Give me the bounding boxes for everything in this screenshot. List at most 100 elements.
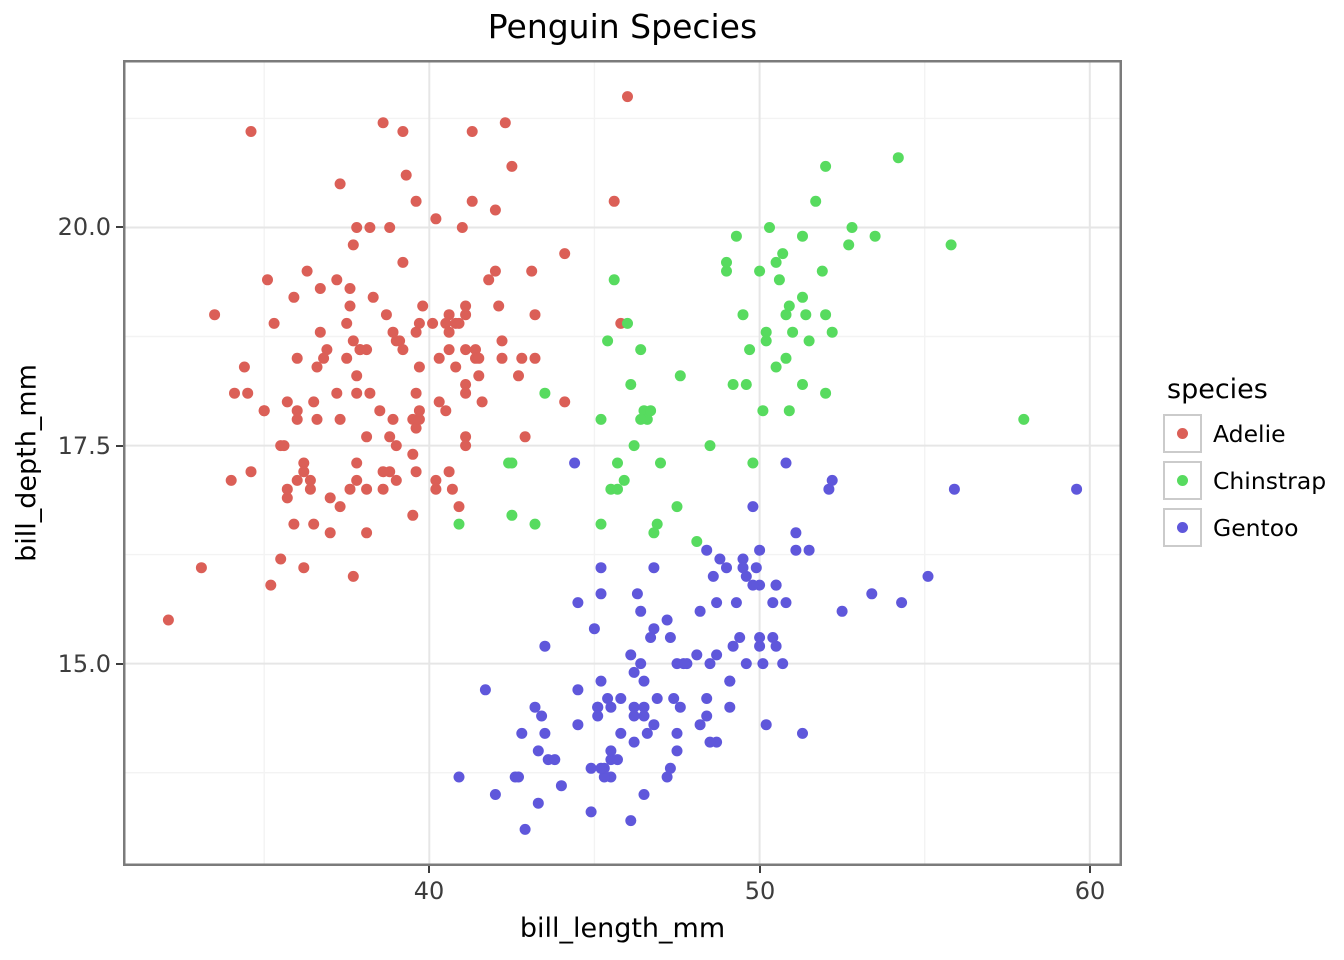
point-gentoo	[592, 701, 604, 713]
point-chinstrap	[770, 361, 782, 373]
point-adelie	[351, 387, 363, 399]
point-adelie	[354, 344, 366, 356]
point-adelie	[288, 518, 300, 530]
point-adelie	[344, 283, 356, 294]
point-chinstrap	[780, 352, 792, 364]
point-adelie	[301, 265, 313, 277]
point-adelie	[443, 466, 455, 478]
point-adelie	[410, 326, 422, 338]
point-gentoo	[694, 719, 706, 731]
point-gentoo	[777, 658, 789, 670]
point-chinstrap	[539, 387, 551, 399]
point-gentoo	[661, 614, 673, 626]
point-chinstrap	[797, 291, 808, 303]
point-gentoo	[539, 727, 551, 739]
legend-marker-icon	[1177, 428, 1188, 439]
point-adelie	[466, 195, 478, 207]
point-adelie	[450, 361, 462, 373]
point-adelie	[265, 579, 277, 591]
x-tick-mark	[759, 866, 761, 873]
legend-entry-adelie: Adelie	[1163, 414, 1326, 453]
point-adelie	[318, 352, 330, 364]
point-gentoo	[598, 771, 610, 783]
point-gentoo	[648, 562, 660, 574]
point-adelie	[430, 483, 442, 495]
point-adelie	[407, 509, 419, 521]
point-adelie	[513, 370, 524, 382]
point-adelie	[460, 344, 472, 356]
point-gentoo	[605, 701, 617, 713]
point-chinstrap	[800, 309, 812, 321]
point-adelie	[245, 466, 257, 478]
x-tick-mark	[428, 866, 430, 873]
point-chinstrap	[612, 457, 623, 469]
point-gentoo	[797, 727, 808, 739]
point-chinstrap	[760, 326, 772, 338]
point-adelie	[377, 117, 389, 129]
point-gentoo	[638, 675, 650, 687]
point-gentoo	[625, 815, 637, 827]
point-adelie	[496, 335, 508, 347]
point-chinstrap	[635, 344, 647, 356]
point-gentoo	[595, 562, 607, 574]
point-gentoo	[671, 658, 683, 670]
point-gentoo	[694, 605, 706, 617]
point-adelie	[384, 222, 396, 233]
point-adelie	[430, 474, 442, 486]
point-gentoo	[826, 474, 838, 486]
point-adelie	[225, 474, 237, 486]
point-chinstrap	[645, 405, 657, 417]
point-chinstrap	[674, 370, 686, 382]
point-gentoo	[595, 762, 607, 774]
point-adelie	[341, 317, 353, 329]
point-adelie	[347, 335, 359, 347]
point-adelie	[209, 309, 221, 321]
point-adelie	[473, 370, 485, 382]
point-adelie	[298, 466, 310, 478]
point-gentoo	[536, 710, 548, 722]
point-adelie	[308, 396, 320, 408]
point-gentoo	[628, 736, 640, 748]
point-adelie	[361, 431, 373, 443]
point-adelie	[390, 440, 402, 452]
point-chinstrap	[783, 300, 795, 312]
point-gentoo	[866, 588, 878, 600]
point-adelie	[351, 474, 363, 486]
point-chinstrap	[622, 317, 633, 329]
point-gentoo	[453, 771, 465, 783]
point-chinstrap	[744, 344, 756, 356]
legend-entries: Adelie Chinstrap Gentoo	[1163, 414, 1326, 547]
point-adelie	[334, 178, 346, 190]
point-gentoo	[529, 701, 541, 713]
point-adelie	[413, 405, 425, 417]
point-adelie	[380, 309, 392, 321]
point-gentoo	[737, 562, 749, 574]
point-adelie	[298, 457, 310, 469]
point-gentoo	[628, 710, 640, 722]
point-adelie	[268, 317, 280, 329]
point-adelie	[334, 413, 346, 425]
point-adelie	[384, 431, 396, 443]
point-adelie	[410, 422, 422, 434]
point-gentoo	[602, 693, 614, 704]
point-adelie	[559, 248, 571, 260]
point-adelie	[347, 570, 359, 582]
point-chinstrap	[727, 379, 739, 390]
point-gentoo	[572, 597, 584, 609]
point-chinstrap	[892, 152, 904, 164]
point-gentoo	[721, 562, 732, 574]
point-gentoo	[671, 745, 683, 757]
point-gentoo	[823, 483, 835, 495]
point-adelie	[516, 352, 528, 364]
point-gentoo	[734, 632, 746, 643]
point-gentoo	[513, 771, 524, 783]
point-gentoo	[489, 789, 501, 800]
point-gentoo	[628, 666, 640, 678]
point-chinstrap	[816, 265, 828, 277]
y-tick-label: 17.5	[57, 432, 111, 460]
point-adelie	[245, 126, 257, 137]
point-gentoo	[588, 623, 600, 635]
point-gentoo	[780, 457, 792, 469]
point-chinstrap	[797, 230, 808, 242]
point-gentoo	[569, 457, 581, 469]
